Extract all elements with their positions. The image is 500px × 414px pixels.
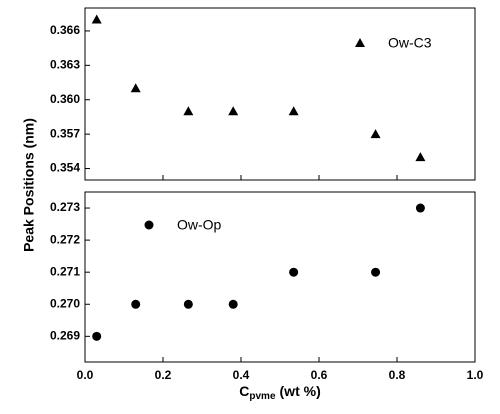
x-tick-label: 1.0 (467, 368, 484, 382)
y-tick-label: 0.357 (50, 126, 80, 140)
x-label-sub: pvme (249, 391, 276, 402)
y-tick-label: 0.273 (50, 200, 80, 214)
y-tick-label: 0.366 (50, 23, 80, 37)
marker (91, 14, 102, 24)
plot-frame (84, 7, 476, 181)
y-tick-label: 0.270 (50, 296, 80, 310)
x-tick-label: 0.8 (389, 368, 406, 382)
y-tick-label: 0.272 (50, 232, 80, 246)
marker (92, 331, 102, 341)
marker (130, 83, 141, 93)
x-axis-label: Cpvme (wt %) (239, 383, 320, 402)
y-tick-label: 0.354 (50, 161, 80, 175)
marker (415, 152, 426, 162)
legend-marker (144, 220, 154, 230)
marker (131, 299, 141, 309)
legend-marker (355, 38, 365, 47)
marker (415, 203, 425, 213)
x-tick-label: 0.6 (311, 368, 328, 382)
marker (228, 106, 239, 116)
x-tick-label: 0.4 (233, 368, 250, 382)
y-tick-label: 0.269 (50, 329, 80, 343)
x-label-base: C (239, 383, 249, 399)
x-tick-label: 0.0 (77, 368, 94, 382)
marker (183, 299, 193, 309)
marker (228, 299, 238, 309)
y-tick-label: 0.360 (50, 92, 80, 106)
y-tick-label: 0.363 (50, 58, 80, 72)
x-tick-label: 0.2 (155, 368, 172, 382)
y-tick-label: 0.271 (50, 264, 80, 278)
marker (370, 129, 381, 139)
marker (371, 267, 381, 277)
plot-frame (84, 191, 476, 363)
marker (183, 106, 194, 116)
legend-label: Ow-Op (177, 217, 222, 233)
x-label-rest: (wt %) (280, 383, 321, 399)
marker (288, 106, 299, 116)
legend-label: Ow-C3 (388, 35, 432, 51)
marker (289, 267, 299, 277)
y-axis-label: Peak Positions (nm) (21, 118, 37, 252)
